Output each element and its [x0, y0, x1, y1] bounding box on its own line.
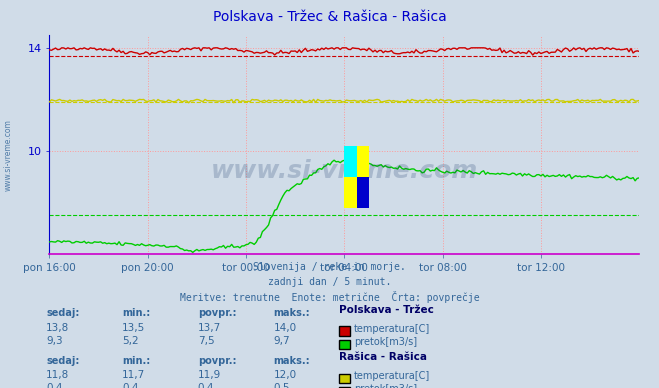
Text: sedaj:: sedaj: [46, 308, 80, 318]
Text: 13,5: 13,5 [122, 323, 145, 333]
Text: 7,5: 7,5 [198, 336, 214, 346]
Bar [345, 146, 357, 177]
Text: www.si-vreme.com: www.si-vreme.com [4, 119, 13, 191]
Text: 14,0: 14,0 [273, 323, 297, 333]
Text: 0,4: 0,4 [198, 383, 214, 388]
Text: zadnji dan / 5 minut.: zadnji dan / 5 minut. [268, 277, 391, 287]
Text: temperatura[C]: temperatura[C] [354, 324, 430, 334]
Text: maks.:: maks.: [273, 308, 310, 318]
Text: Meritve: trenutne  Enote: metrične  Črta: povprečje: Meritve: trenutne Enote: metrične Črta: … [180, 291, 479, 303]
Text: 9,3: 9,3 [46, 336, 63, 346]
Text: povpr.:: povpr.: [198, 355, 236, 365]
Text: sedaj:: sedaj: [46, 355, 80, 365]
Bar [357, 177, 369, 208]
Text: 11,7: 11,7 [122, 370, 145, 380]
Text: www.si-vreme.com: www.si-vreme.com [211, 159, 478, 183]
Text: 13,7: 13,7 [198, 323, 221, 333]
Text: Rašica - Rašica: Rašica - Rašica [339, 352, 428, 362]
Text: min.:: min.: [122, 308, 150, 318]
Text: 9,7: 9,7 [273, 336, 290, 346]
Text: 5,2: 5,2 [122, 336, 138, 346]
Text: 0,4: 0,4 [46, 383, 63, 388]
Text: 0,4: 0,4 [122, 383, 138, 388]
Text: min.:: min.: [122, 355, 150, 365]
Bar [345, 146, 369, 208]
Text: pretok[m3/s]: pretok[m3/s] [354, 337, 417, 347]
Text: maks.:: maks.: [273, 355, 310, 365]
Text: temperatura[C]: temperatura[C] [354, 371, 430, 381]
Text: Polskava - Tržec: Polskava - Tržec [339, 305, 434, 315]
Text: 13,8: 13,8 [46, 323, 69, 333]
Text: Polskava - Tržec & Rašica - Rašica: Polskava - Tržec & Rašica - Rašica [213, 10, 446, 24]
Text: pretok[m3/s]: pretok[m3/s] [354, 384, 417, 388]
Text: Slovenija / reke in morje.: Slovenija / reke in morje. [253, 262, 406, 272]
Text: 11,9: 11,9 [198, 370, 221, 380]
Text: 12,0: 12,0 [273, 370, 297, 380]
Text: 0,5: 0,5 [273, 383, 290, 388]
Text: povpr.:: povpr.: [198, 308, 236, 318]
Text: 11,8: 11,8 [46, 370, 69, 380]
